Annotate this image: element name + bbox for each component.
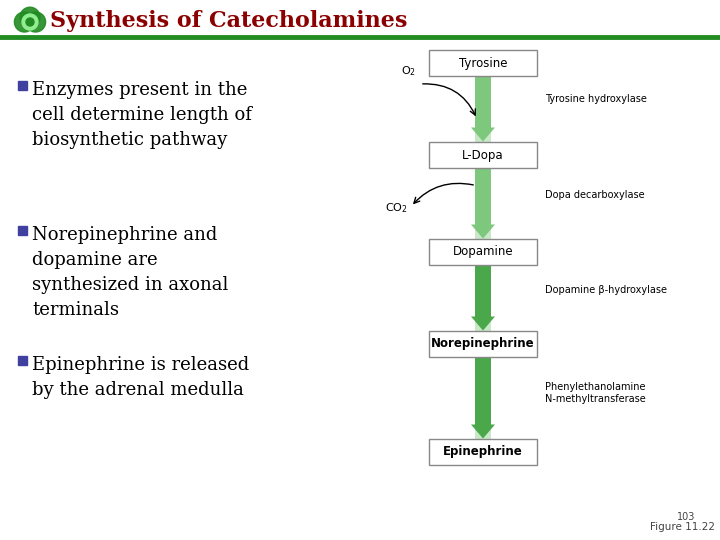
Text: O$_2$: O$_2$ [401, 64, 416, 78]
Text: Dopa decarboxylase: Dopa decarboxylase [545, 191, 644, 200]
Text: Synthesis of Catecholamines: Synthesis of Catecholamines [50, 10, 408, 32]
Circle shape [20, 7, 40, 27]
Text: Norepinephrine: Norepinephrine [431, 338, 535, 350]
Text: 103: 103 [677, 512, 695, 522]
Text: Dopamine β-hydroxylase: Dopamine β-hydroxylase [545, 285, 667, 295]
Text: Norepinephrine and
dopamine are
synthesized in axonal
terminals: Norepinephrine and dopamine are synthesi… [32, 226, 228, 319]
Bar [18, 226, 27, 235]
Circle shape [14, 12, 35, 32]
Circle shape [22, 14, 38, 30]
Text: L-Dopa: L-Dopa [462, 148, 504, 161]
Text: Enzymes present in the
cell determine length of
biosynthetic pathway: Enzymes present in the cell determine le… [32, 81, 252, 149]
Text: Tyrosine hydroxylase: Tyrosine hydroxylase [545, 94, 647, 104]
FancyArrow shape [471, 266, 495, 330]
FancyArrow shape [471, 77, 495, 141]
Text: Epinephrine is released
by the adrenal medulla: Epinephrine is released by the adrenal m… [32, 356, 249, 399]
Circle shape [26, 12, 45, 32]
Bar [429, 331, 537, 357]
FancyArrow shape [471, 357, 495, 438]
Text: CO$_2$: CO$_2$ [385, 201, 408, 215]
Bar [429, 50, 537, 76]
Text: Dopamine: Dopamine [453, 246, 513, 259]
Bar [18, 81, 27, 90]
Circle shape [26, 18, 34, 26]
Bar [429, 142, 537, 168]
Text: Tyrosine: Tyrosine [459, 57, 508, 70]
Bar [475, 76, 491, 439]
Text: Phenylethanolamine
N-methyltransferase: Phenylethanolamine N-methyltransferase [545, 382, 646, 404]
Text: Figure 11.22: Figure 11.22 [650, 522, 715, 532]
FancyArrow shape [471, 168, 495, 239]
Text: Epinephrine: Epinephrine [443, 446, 523, 458]
Bar [429, 239, 537, 265]
Bar [18, 356, 27, 365]
Bar [429, 439, 537, 465]
